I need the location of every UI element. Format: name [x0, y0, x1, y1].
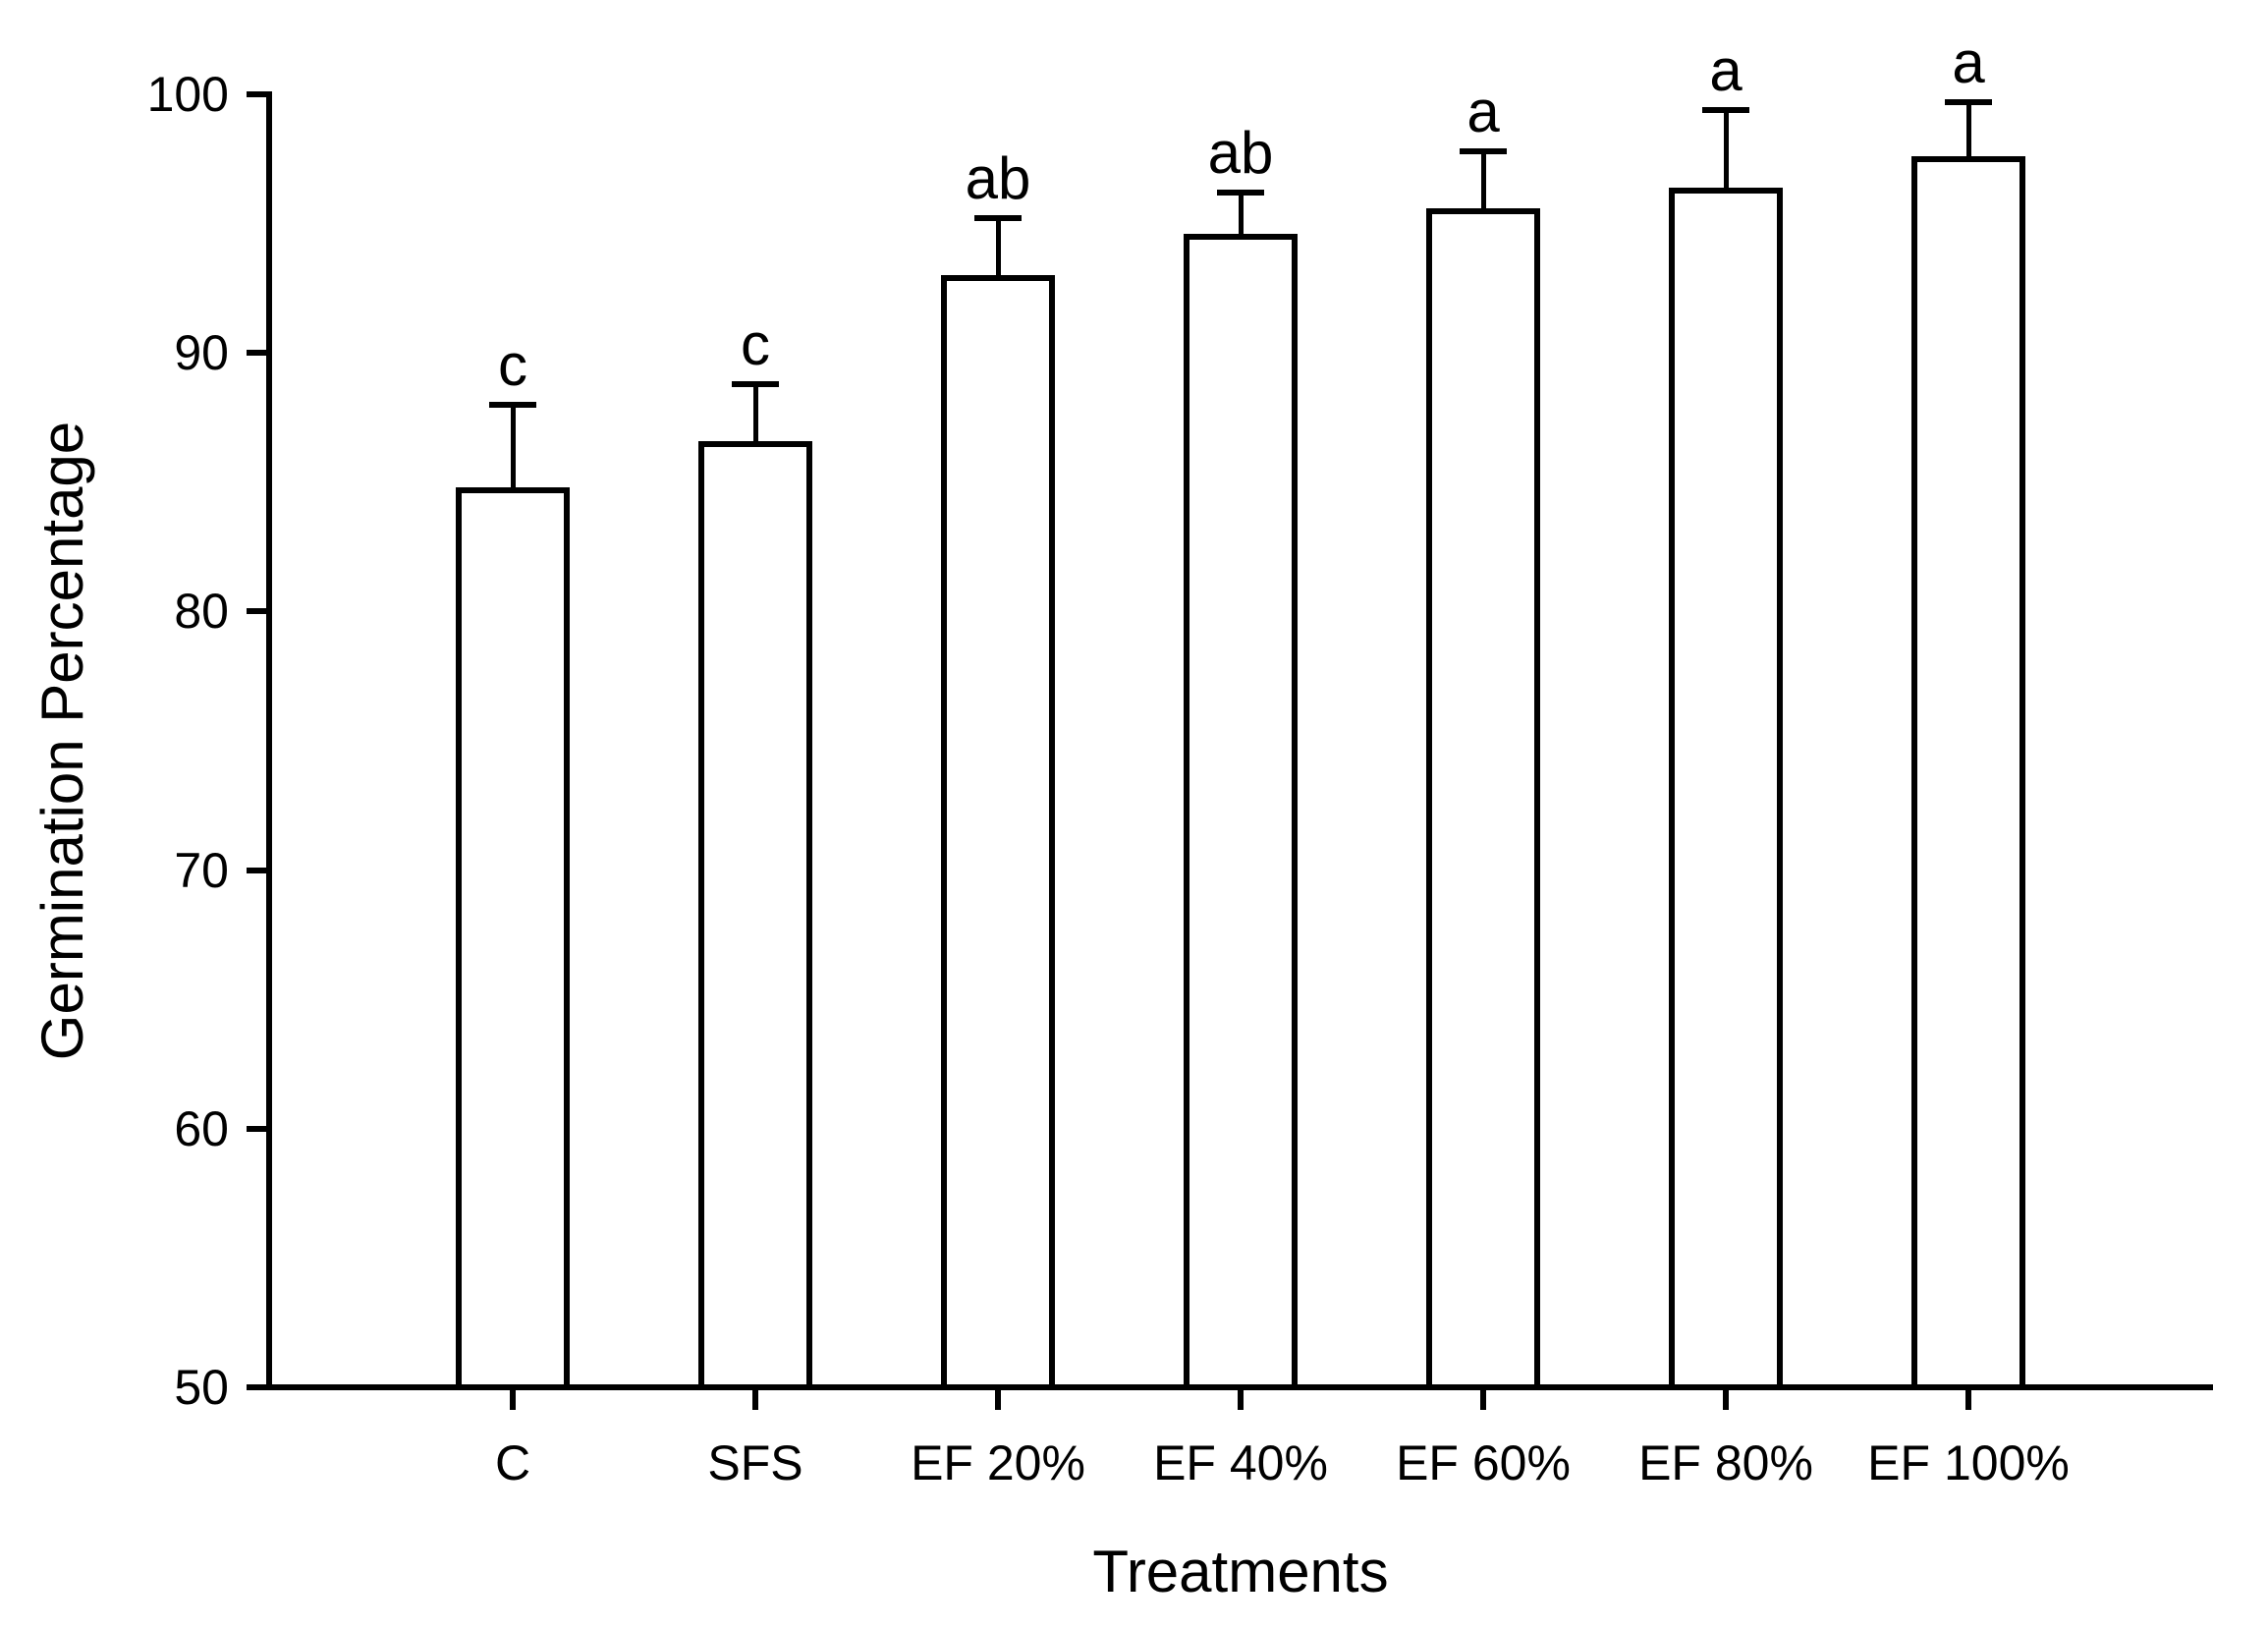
bar-ef-20- [941, 275, 1055, 1384]
error-bar-stem [1966, 102, 1971, 156]
error-bar-cap [1945, 99, 1992, 105]
error-bar-stem [511, 405, 516, 487]
y-axis-tick-label: 70 [174, 843, 229, 898]
error-bar-stem [996, 218, 1001, 275]
error-bar-cap [974, 215, 1022, 221]
error-bar-stem [1239, 193, 1244, 234]
x-axis-tick-label: EF 60% [1396, 1435, 1571, 1490]
significance-letter: a [1709, 37, 1742, 103]
significance-letter: ab [965, 145, 1031, 211]
y-axis-tick [247, 350, 266, 356]
x-axis-tick [752, 1390, 758, 1410]
significance-letter: c [498, 332, 527, 398]
x-axis-tick-label: EF 40% [1153, 1435, 1328, 1490]
x-axis-tick-label: C [494, 1435, 531, 1490]
bar-ef-40- [1184, 234, 1298, 1384]
y-axis-tick-label: 60 [174, 1101, 229, 1156]
y-axis-tick [247, 608, 266, 614]
bar-c [456, 487, 570, 1384]
error-bar-cap [732, 381, 779, 387]
x-axis-tick [1965, 1390, 1971, 1410]
y-axis-tick-label: 90 [174, 325, 229, 380]
bar-ef-80- [1669, 188, 1783, 1384]
y-axis-tick-label: 50 [174, 1360, 229, 1415]
error-bar-stem [753, 384, 758, 441]
x-axis-tick-label: EF 20% [911, 1435, 1085, 1490]
y-axis-tick-label: 100 [146, 67, 229, 122]
error-bar-cap [1702, 107, 1749, 113]
y-axis-tick-label: 80 [174, 584, 229, 639]
x-axis-line [266, 1384, 2213, 1390]
y-axis-line [266, 91, 272, 1390]
y-axis-title: Germination Percentage [29, 421, 95, 1061]
y-axis-tick [247, 868, 266, 873]
x-axis-tick-label: SFS [707, 1435, 803, 1490]
error-bar-cap [1217, 190, 1264, 196]
y-axis-tick [247, 91, 266, 97]
y-axis-tick [247, 1126, 266, 1132]
error-bar-stem [1724, 110, 1729, 188]
significance-letter: ab [1207, 120, 1274, 186]
x-axis-tick [1238, 1390, 1244, 1410]
y-axis-tick [247, 1384, 266, 1390]
bar-ef-100- [1911, 156, 2025, 1384]
x-axis-tick [510, 1390, 516, 1410]
error-bar-stem [1481, 151, 1486, 208]
error-bar-cap [1460, 148, 1507, 154]
x-axis-tick-label: EF 80% [1638, 1435, 1813, 1490]
bar-ef-60- [1426, 208, 1540, 1384]
error-bar-cap [489, 402, 536, 408]
significance-letter: c [741, 311, 770, 377]
significance-letter: a [1466, 79, 1500, 144]
x-axis-tick [1723, 1390, 1729, 1410]
significance-letter: a [1952, 29, 1985, 95]
x-axis-tick-label: EF 100% [1867, 1435, 2070, 1490]
x-axis-title: Treatments [1092, 1539, 1389, 1604]
x-axis-tick [1480, 1390, 1486, 1410]
bar-sfs [698, 441, 812, 1384]
x-axis-tick [995, 1390, 1001, 1410]
